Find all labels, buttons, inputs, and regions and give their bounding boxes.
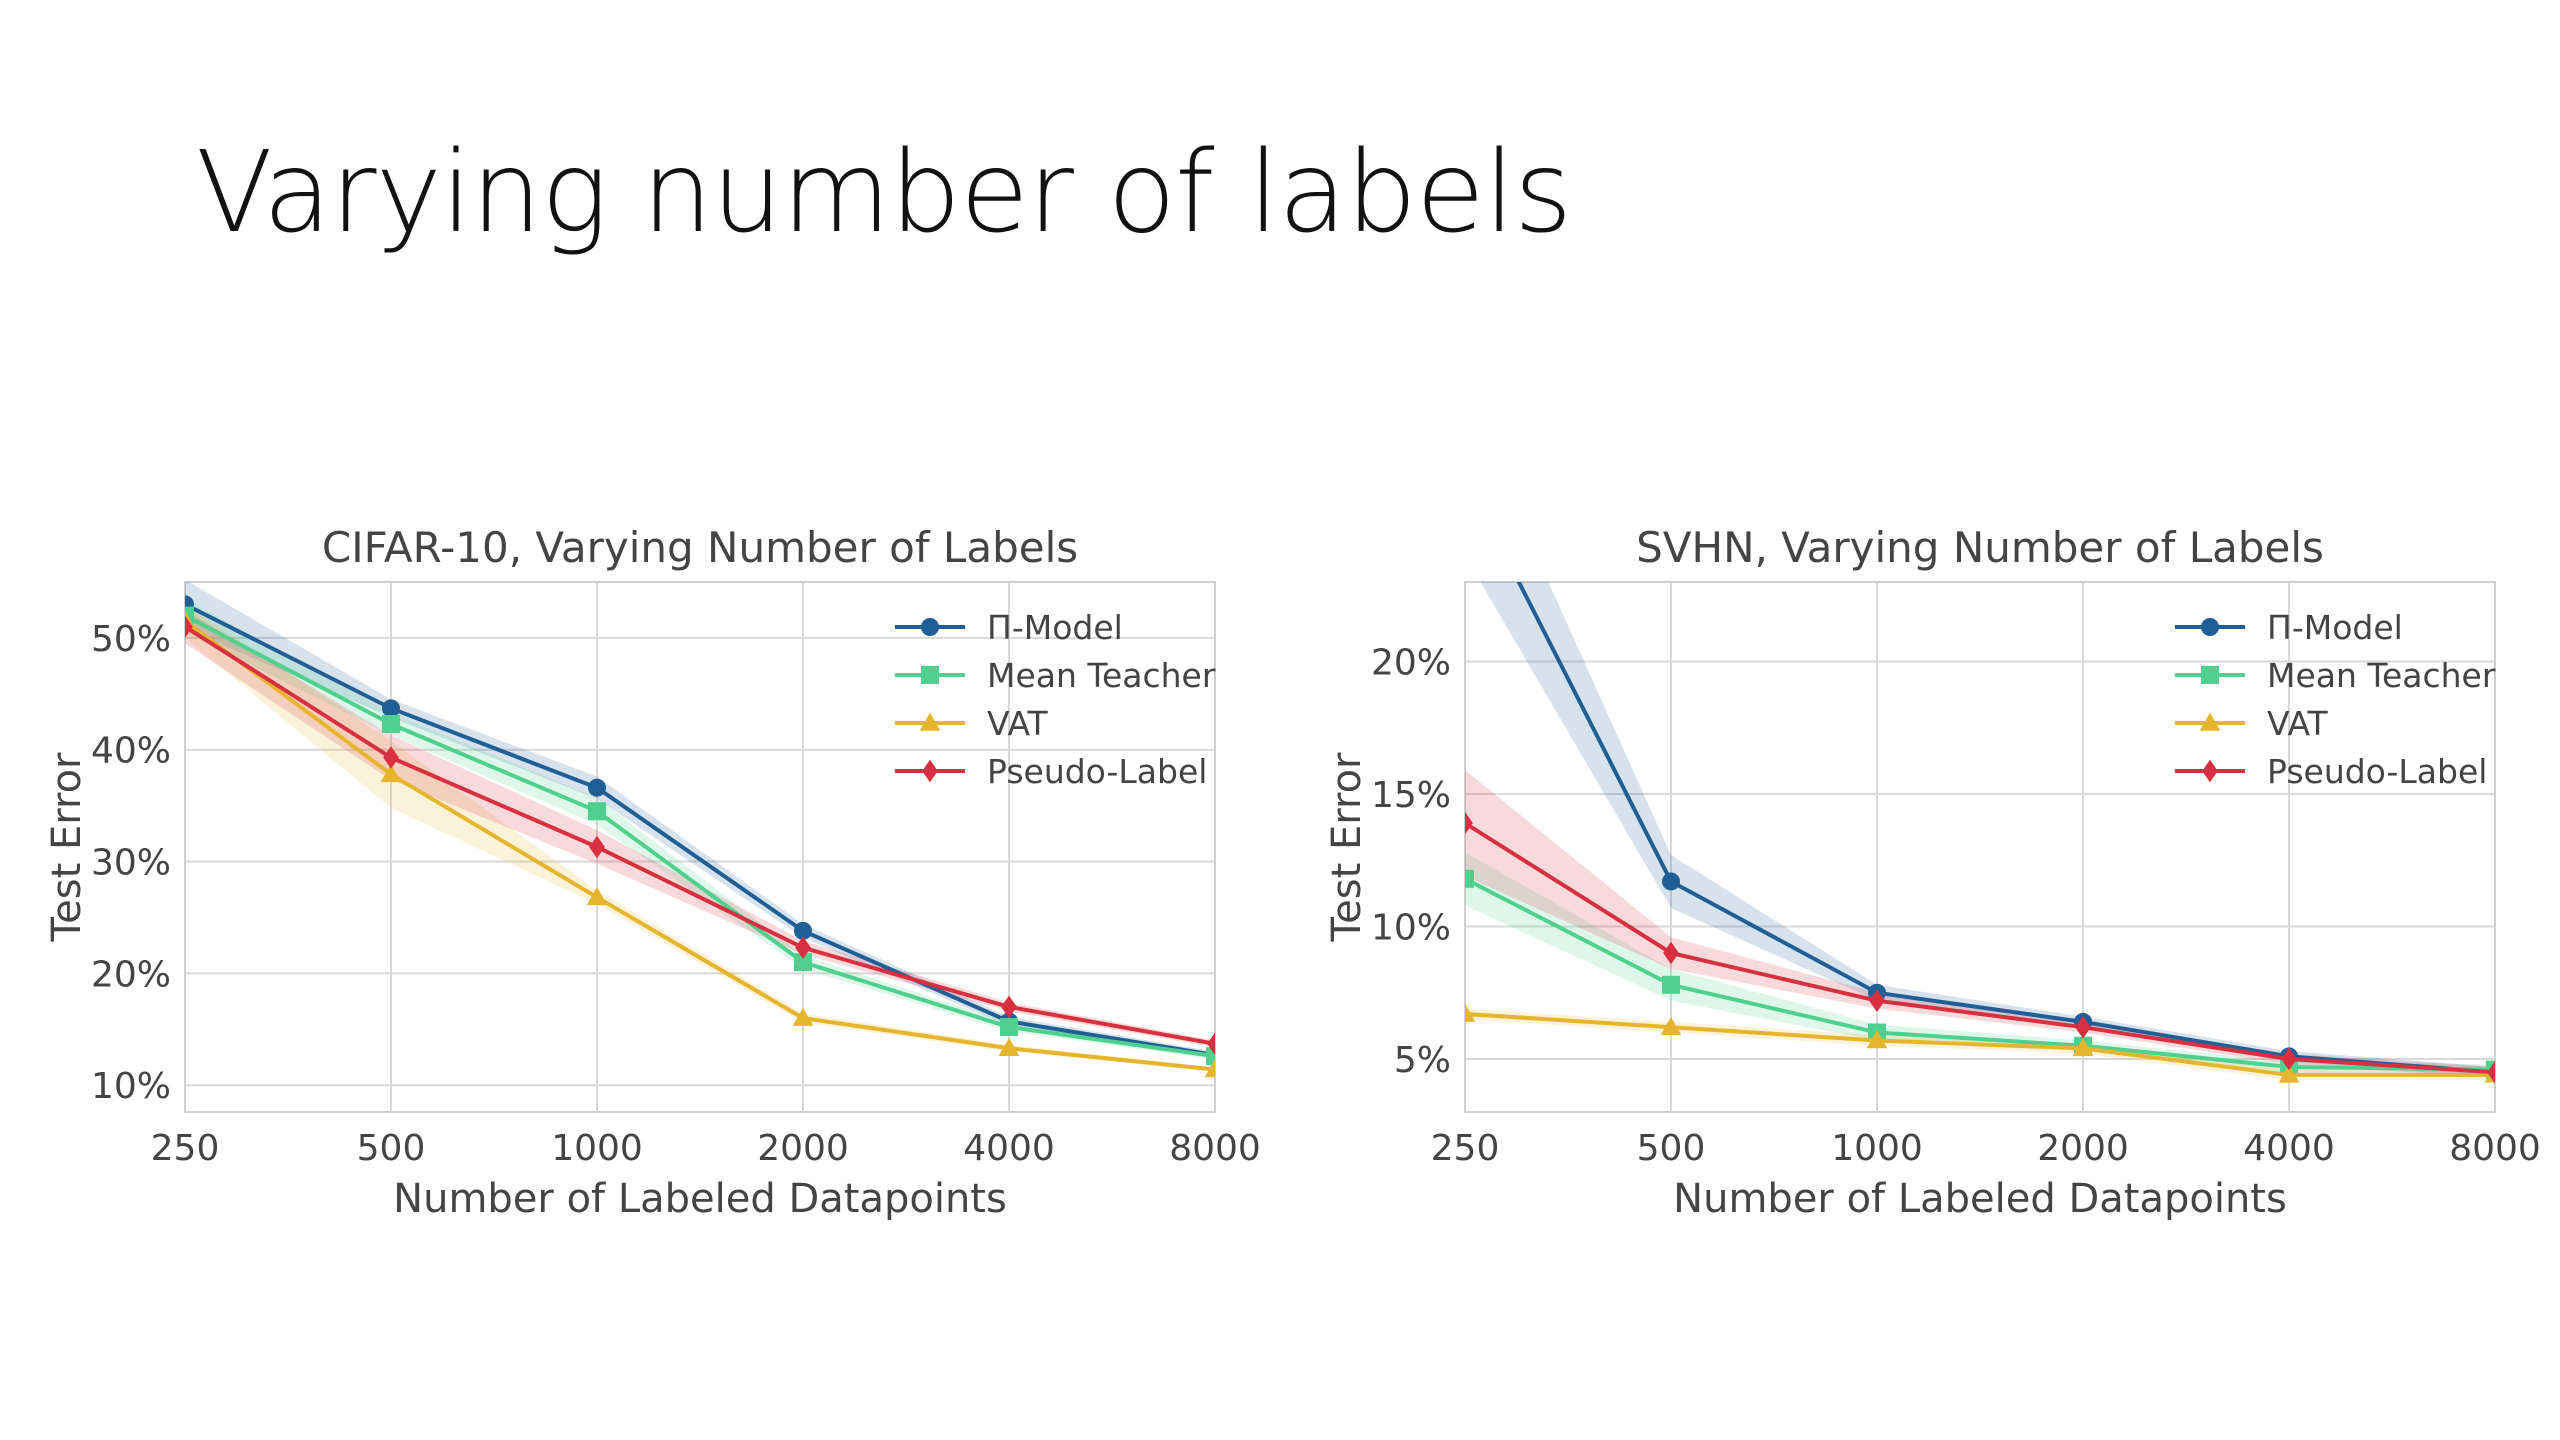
- cifar10-xtick-500: 500: [357, 1128, 426, 1169]
- svhn-plot-area: [1465, 582, 2495, 1084]
- cifar10-mean-teacher-line: [185, 613, 1215, 1059]
- cifar10-xtick-250: 250: [151, 1128, 220, 1169]
- cifar10-legend-mean-teacher-label: Mean Teacher: [987, 656, 1216, 695]
- cifar10-legend-pseudo-label-label: Pseudo-Label: [987, 752, 1207, 791]
- cifar10-legend: Π-Model Mean Teacher VAT Pseudo-Label: [895, 608, 1216, 791]
- svhn-pseudo-label-point-1000: [1869, 989, 1885, 1012]
- cifar10-plot-area: [185, 582, 1215, 1078]
- cifar10-pi-model-point-500: [382, 699, 400, 718]
- cifar10-xtick-4000: 4000: [963, 1128, 1055, 1169]
- svhn-pseudo-label-point-4000: [2281, 1047, 2297, 1071]
- svhn-vat-point-2000: [2072, 1038, 2094, 1057]
- svhn-legend: Π-Model Mean Teacher VAT Pseudo-Label: [2175, 608, 2496, 791]
- svhn-ylabel: Test Error: [1324, 752, 1370, 943]
- cifar10-frame: [184, 581, 1216, 1113]
- cifar10-vat-point-2000: [792, 1007, 814, 1026]
- svhn-ytick-0: 5%: [1394, 1040, 1451, 1081]
- svhn-pi-model-line: [1516, 582, 2495, 1075]
- svhn-legend-pi-model-marker: [2201, 618, 2219, 636]
- cifar10-pi-model-line: [185, 602, 1215, 1057]
- svhn-xtick-2000: 2000: [2037, 1128, 2129, 1169]
- cifar10-pseudo-label-point-250: [185, 615, 193, 638]
- svhn-legend-vat-label: VAT: [2267, 704, 2328, 743]
- svhn-pi-model-point-500: [1662, 872, 1680, 891]
- svhn-vat-point-1000: [1866, 1030, 1888, 1049]
- svhn-xtick-250: 250: [1431, 1128, 1500, 1169]
- svhn-vat-point-4000: [2278, 1064, 2300, 1083]
- svhn-legend-pi-model-label: Π-Model: [2267, 608, 2403, 647]
- svhn-mean-teacher-line: [1465, 877, 2495, 1072]
- svhn-vat-point-500: [1660, 1016, 1682, 1035]
- cifar10-mean-teacher-point-8000: [1206, 1047, 1215, 1066]
- svhn-pseudo-label-line: [1465, 821, 2495, 1075]
- cifar10-pi-model-point-2000: [794, 921, 812, 940]
- cifar10-vat-point-1000: [586, 886, 608, 906]
- cifar10-legend-pi-model-label: Π-Model: [987, 608, 1123, 647]
- cifar10-vat-point-4000: [998, 1037, 1020, 1057]
- svhn-ytick-3: 20%: [1371, 643, 1451, 684]
- cifar10-legend-vat-label: VAT: [987, 704, 1048, 743]
- svhn-title: SVHN, Varying Number of Labels: [1636, 523, 2324, 572]
- cifar10-ytick-0: 10%: [91, 1066, 171, 1107]
- cifar10-title: CIFAR-10, Varying Number of Labels: [322, 523, 1078, 572]
- cifar10-vat-point-500: [380, 763, 402, 783]
- cifar10-xlabel: Number of Labeled Datapoints: [393, 1176, 1007, 1220]
- cifar10-legend-pseudo-label-marker: [922, 759, 938, 783]
- cifar10-mean-teacher-point-4000: [1000, 1018, 1018, 1037]
- cifar10-legend-vat-marker: [919, 712, 941, 731]
- svhn-mean-teacher-point-500: [1662, 975, 1680, 994]
- svhn-ytick-2: 15%: [1371, 775, 1451, 816]
- cifar10-vat-line: [185, 619, 1215, 1072]
- cifar10-ytick-4: 50%: [91, 619, 171, 660]
- svhn-vat-line: [1465, 1011, 2495, 1077]
- cifar10-legend-mean-teacher-marker: [921, 666, 939, 684]
- cifar10-ytick-2: 30%: [91, 843, 171, 884]
- svhn-pseudo-label-point-2000: [2075, 1015, 2091, 1039]
- svhn-xtick-500: 500: [1637, 1128, 1706, 1169]
- svhn-legend-pseudo-label-marker: [2202, 759, 2218, 783]
- svhn-xtick-1000: 1000: [1831, 1128, 1923, 1169]
- svhn-pseudo-label-band: [1465, 770, 2495, 1078]
- cifar10-legend-pi-model-marker: [921, 618, 939, 636]
- svhn-pseudo-label-point-250: [1465, 811, 1473, 835]
- cifar10-ytick-3: 40%: [91, 731, 171, 772]
- cifar10-pseudo-label-point-1000: [589, 835, 605, 859]
- cifar10-chart: 250 500 1000 2000 4000 8000 10% 20% 30% 40% 50% CIF…: [20, 510, 1300, 1220]
- cifar10-xtick-1000: 1000: [551, 1128, 643, 1169]
- svhn-ytick-1: 10%: [1371, 908, 1451, 949]
- svhn-legend-vat-marker: [2199, 712, 2221, 731]
- cifar10-pseudo-label-line: [185, 625, 1215, 1046]
- svhn-frame: [1464, 581, 2496, 1113]
- cifar10-xtick-2000: 2000: [757, 1128, 849, 1169]
- svhn-legend-mean-teacher-label: Mean Teacher: [2267, 656, 2496, 695]
- cifar10-xtick-8000: 8000: [1169, 1128, 1261, 1169]
- svhn-chart: 250 500 1000 2000 4000 8000 5% 10% 15% 20% SVHN, V…: [1300, 510, 2560, 1220]
- cifar10-pi-model-point-1000: [588, 778, 606, 797]
- cifar10-mean-teacher-point-1000: [588, 802, 606, 821]
- cifar10-mean-teacher-point-2000: [794, 953, 812, 972]
- cifar10-mean-teacher-point-500: [382, 715, 400, 734]
- cifar10-pseudo-label-point-500: [383, 746, 399, 769]
- cifar10-pi-model-band: [185, 582, 1215, 1059]
- cifar10-chart-svg: 250 500 1000 2000 4000 8000 10% 20% 30% 40% 50% CIF…: [44, 523, 1261, 1220]
- cifar10-mean-teacher-point-250: [185, 606, 194, 625]
- svhn-legend-mean-teacher-marker: [2201, 666, 2219, 684]
- svhn-xlabel: Number of Labeled Datapoints: [1673, 1176, 2287, 1220]
- slide-title: Varying number of labels: [196, 128, 1572, 258]
- svhn-pseudo-label-point-500: [1663, 941, 1679, 965]
- cifar10-pseudo-label-point-8000: [1207, 1032, 1215, 1056]
- cifar10-ylabel: Test Error: [44, 752, 90, 943]
- svhn-chart-svg: 250 500 1000 2000 4000 8000 5% 10% 15% 20% SVHN, V…: [1324, 523, 2541, 1220]
- svhn-pseudo-label-point-8000: [2487, 1061, 2495, 1084]
- svhn-mean-teacher-point-250: [1465, 869, 1474, 888]
- cifar10-pseudo-label-point-2000: [795, 936, 811, 959]
- cifar10-pseudo-label-point-4000: [1001, 995, 1017, 1019]
- svhn-legend-pseudo-label-label: Pseudo-Label: [2267, 752, 2487, 791]
- svhn-xtick-4000: 4000: [2243, 1128, 2335, 1169]
- cifar10-ytick-1: 20%: [91, 954, 171, 995]
- svhn-xtick-8000: 8000: [2449, 1128, 2541, 1169]
